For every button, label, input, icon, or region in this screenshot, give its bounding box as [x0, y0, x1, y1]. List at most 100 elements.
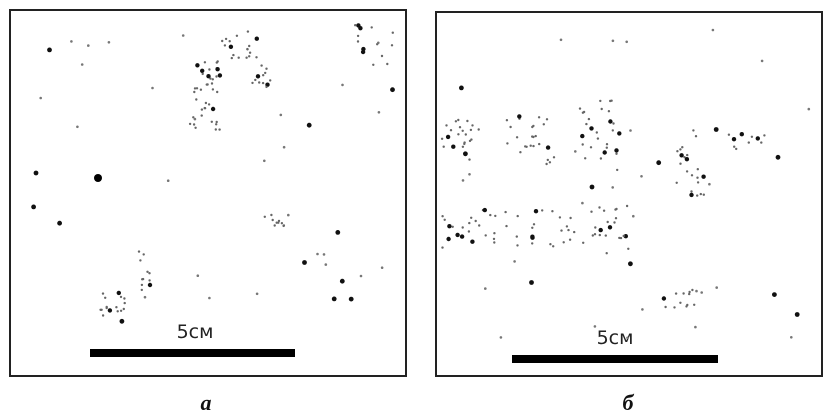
dot	[692, 129, 694, 131]
dot	[108, 308, 112, 312]
dot	[205, 102, 207, 104]
dot	[694, 326, 697, 329]
dot	[551, 210, 553, 212]
dot	[468, 173, 471, 176]
dot	[513, 260, 516, 263]
dot	[682, 292, 684, 294]
dot	[598, 206, 600, 208]
dot	[588, 118, 590, 120]
dot	[141, 284, 143, 286]
dot	[262, 74, 264, 76]
dot	[489, 214, 491, 216]
dot	[450, 129, 452, 131]
dot	[732, 137, 736, 141]
dot	[357, 40, 359, 42]
dot	[120, 310, 122, 312]
dot	[708, 183, 711, 186]
dot	[546, 118, 548, 120]
dot	[585, 123, 587, 125]
dot	[530, 145, 532, 147]
dot	[215, 67, 219, 71]
dot	[478, 128, 480, 130]
dot	[381, 55, 383, 57]
dot	[341, 84, 344, 87]
dot	[204, 107, 206, 109]
dot	[148, 283, 152, 287]
dot	[457, 133, 459, 135]
dot	[441, 215, 443, 217]
dot	[532, 145, 534, 147]
dot	[686, 304, 688, 306]
dot	[452, 226, 454, 228]
dot	[468, 222, 470, 224]
dot	[256, 74, 260, 78]
dot	[625, 41, 628, 44]
dot	[470, 129, 472, 131]
panel-frame	[436, 12, 822, 376]
dot	[148, 279, 150, 281]
dot	[532, 125, 534, 127]
dot	[208, 103, 210, 105]
dot	[471, 124, 473, 126]
dot	[675, 292, 677, 294]
dot	[566, 225, 568, 227]
dot	[208, 68, 210, 70]
dot	[606, 143, 608, 145]
dot	[221, 40, 223, 42]
dot	[143, 253, 145, 255]
dot	[506, 119, 508, 121]
dot	[206, 83, 208, 85]
dot	[445, 124, 447, 126]
dot	[443, 146, 445, 148]
dot	[209, 77, 211, 79]
dot	[446, 135, 450, 139]
dot	[524, 145, 526, 147]
dot	[541, 209, 543, 211]
dot	[455, 233, 459, 237]
dot	[386, 63, 388, 65]
dot	[139, 259, 141, 261]
dot	[679, 302, 681, 304]
dot	[251, 82, 253, 84]
dot	[468, 230, 470, 232]
dot	[673, 306, 675, 308]
dot	[543, 123, 545, 125]
figure: 5см 5см а б	[0, 0, 825, 418]
dot	[468, 158, 470, 160]
dot	[197, 274, 200, 277]
dot	[138, 250, 140, 252]
dot	[229, 40, 231, 42]
dot	[196, 87, 198, 89]
dot	[695, 135, 697, 137]
dot	[530, 235, 534, 239]
dot	[356, 23, 360, 27]
dot	[465, 133, 467, 135]
dot	[236, 35, 238, 37]
dot	[117, 291, 121, 295]
dot	[462, 130, 464, 132]
dot	[553, 156, 555, 158]
dot	[349, 297, 354, 302]
dot	[255, 37, 259, 41]
dot	[607, 221, 609, 223]
dot	[679, 148, 681, 150]
dot	[117, 310, 119, 312]
dot	[264, 72, 266, 74]
dot	[287, 214, 290, 217]
dot	[141, 289, 143, 291]
dot	[688, 293, 690, 295]
dot	[462, 226, 464, 228]
dot	[193, 123, 195, 125]
dot	[216, 91, 218, 93]
dot	[87, 44, 90, 47]
dot	[201, 114, 203, 116]
dot	[211, 107, 215, 111]
dot	[715, 286, 718, 289]
dot	[597, 137, 599, 139]
dot	[712, 29, 715, 32]
dot	[446, 237, 450, 241]
dot	[281, 222, 283, 224]
dot	[493, 241, 495, 243]
dot	[519, 151, 521, 153]
dot	[795, 312, 800, 317]
